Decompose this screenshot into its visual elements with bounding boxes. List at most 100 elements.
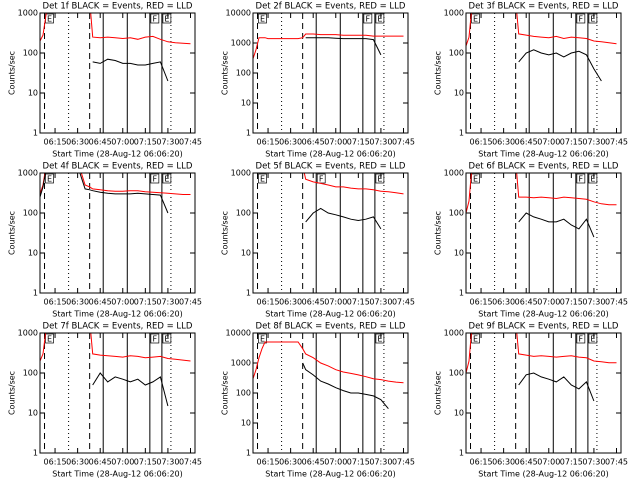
x-tick-label: 06:15 [44,138,67,147]
y-tick-label: 100 [236,209,251,218]
plot-frame [465,12,622,134]
annotation-box [258,13,267,24]
chart-title: Det 4f BLACK = Events, RED = LLD [43,162,193,172]
x-tick-label: 07:45 [605,138,628,147]
series-line [518,372,595,402]
annotation-box [45,333,54,344]
x-tick-label: 07:15 [560,138,583,147]
plot-frame [252,332,409,454]
y-tick-label: 100 [23,209,38,218]
annotation: E [473,15,478,24]
annotation: E [47,175,52,184]
annotation: E [590,15,595,24]
x-tick-label: 07:15 [560,298,583,307]
y-axis-label: Counts/sec [434,211,443,255]
y-tick-label: 1000 [444,9,464,18]
annotation: E [164,15,169,24]
x-tick-label: 06:15 [257,298,280,307]
x-tick-label: 07:00 [324,458,347,467]
annotation: F [579,335,584,344]
annotation: E [590,175,595,184]
annotation-box [150,333,160,344]
annotation-box [363,13,373,24]
plot-frame [39,12,196,134]
annotation: F [579,175,584,184]
x-tick-label: 07:00 [537,298,560,307]
annotation: E [377,175,382,184]
x-tick-label: 07:15 [347,138,370,147]
x-axis-label: Start Time (28-Aug-12 06:06:20) [478,310,609,319]
x-tick-label: 07:45 [179,458,202,467]
plot-frame [39,332,196,454]
x-tick-label: 07:15 [560,458,583,467]
annotation: E [260,335,265,344]
annotation-box [375,333,385,344]
series-line [518,212,595,238]
x-tick-label: 06:30 [66,298,89,307]
x-tick-label: 06:30 [279,138,302,147]
y-tick-label: 10 [241,249,251,258]
chart-title: Det 1f BLACK = Events, RED = LLD [43,2,193,12]
x-tick-label: 06:15 [470,458,493,467]
panel: Det 9f BLACK = Events, RED = LLD Start Ti… [434,322,629,479]
y-tick-label: 1 [33,289,38,298]
x-tick-label: 06:15 [470,138,493,147]
y-tick-label: 10000 [226,9,251,18]
x-tick-label: 06:30 [492,298,515,307]
x-tick-label: 06:45 [302,458,325,467]
plot-frame [252,172,409,294]
annotation: E [47,15,52,24]
y-tick-label: 10000 [226,329,251,338]
y-tick-label: 1000 [18,329,38,338]
chart-title: Det 9f BLACK = Events, RED = LLD [469,322,619,332]
x-tick-label: 06:45 [89,458,112,467]
y-axis-label: Counts/sec [434,371,443,415]
x-tick-label: 07:15 [134,138,157,147]
annotation: E [164,335,169,344]
series-line [40,173,169,214]
series-line [466,333,617,374]
x-tick-label: 07:45 [179,298,202,307]
x-tick-label: 06:30 [279,458,302,467]
x-tick-label: 06:45 [89,138,112,147]
x-axis-label: Start Time (28-Aug-12 06:06:20) [52,150,183,159]
y-tick-label: 1000 [444,169,464,178]
annotation: E [377,15,382,24]
annotation-box [471,333,480,344]
y-tick-label: 100 [449,49,464,58]
x-tick-label: 07:45 [392,138,415,147]
panel: Det 3f BLACK = Events, RED = LLD Start Ti… [434,2,629,159]
annotation: E [47,335,52,344]
x-tick-label: 07:45 [392,458,415,467]
x-axis-label: Start Time (28-Aug-12 06:06:20) [52,310,183,319]
x-tick-label: 06:45 [302,138,325,147]
annotation: E [164,175,169,184]
annotation-box [588,13,598,24]
x-tick-label: 07:30 [156,138,179,147]
x-tick-label: 06:45 [302,298,325,307]
y-tick-label: 10 [28,409,38,418]
x-tick-label: 07:15 [134,458,157,467]
annotation: F [579,15,584,24]
x-tick-label: 06:45 [515,298,538,307]
panel: Det 8f BLACK = Events, RED = LLD Start Ti… [221,322,416,479]
annotation: F [153,15,158,24]
y-tick-label: 100 [236,69,251,78]
panel: Det 1f BLACK = Events, RED = LLD Start Ti… [8,2,203,159]
series-line [305,37,382,56]
annotation-box [150,13,160,24]
x-tick-label: 06:45 [515,138,538,147]
chart-title: Det 3f BLACK = Events, RED = LLD [469,2,619,12]
plot-frame [465,172,622,294]
series-line [92,372,169,407]
y-axis-label: Counts/sec [434,51,443,95]
series-line [92,58,169,82]
x-tick-label: 07:15 [347,458,370,467]
annotation-box [588,333,598,344]
y-tick-label: 1 [459,129,464,138]
x-tick-label: 07:00 [111,298,134,307]
x-tick-label: 06:15 [257,138,280,147]
series-line [40,173,191,195]
y-tick-label: 100 [236,389,251,398]
